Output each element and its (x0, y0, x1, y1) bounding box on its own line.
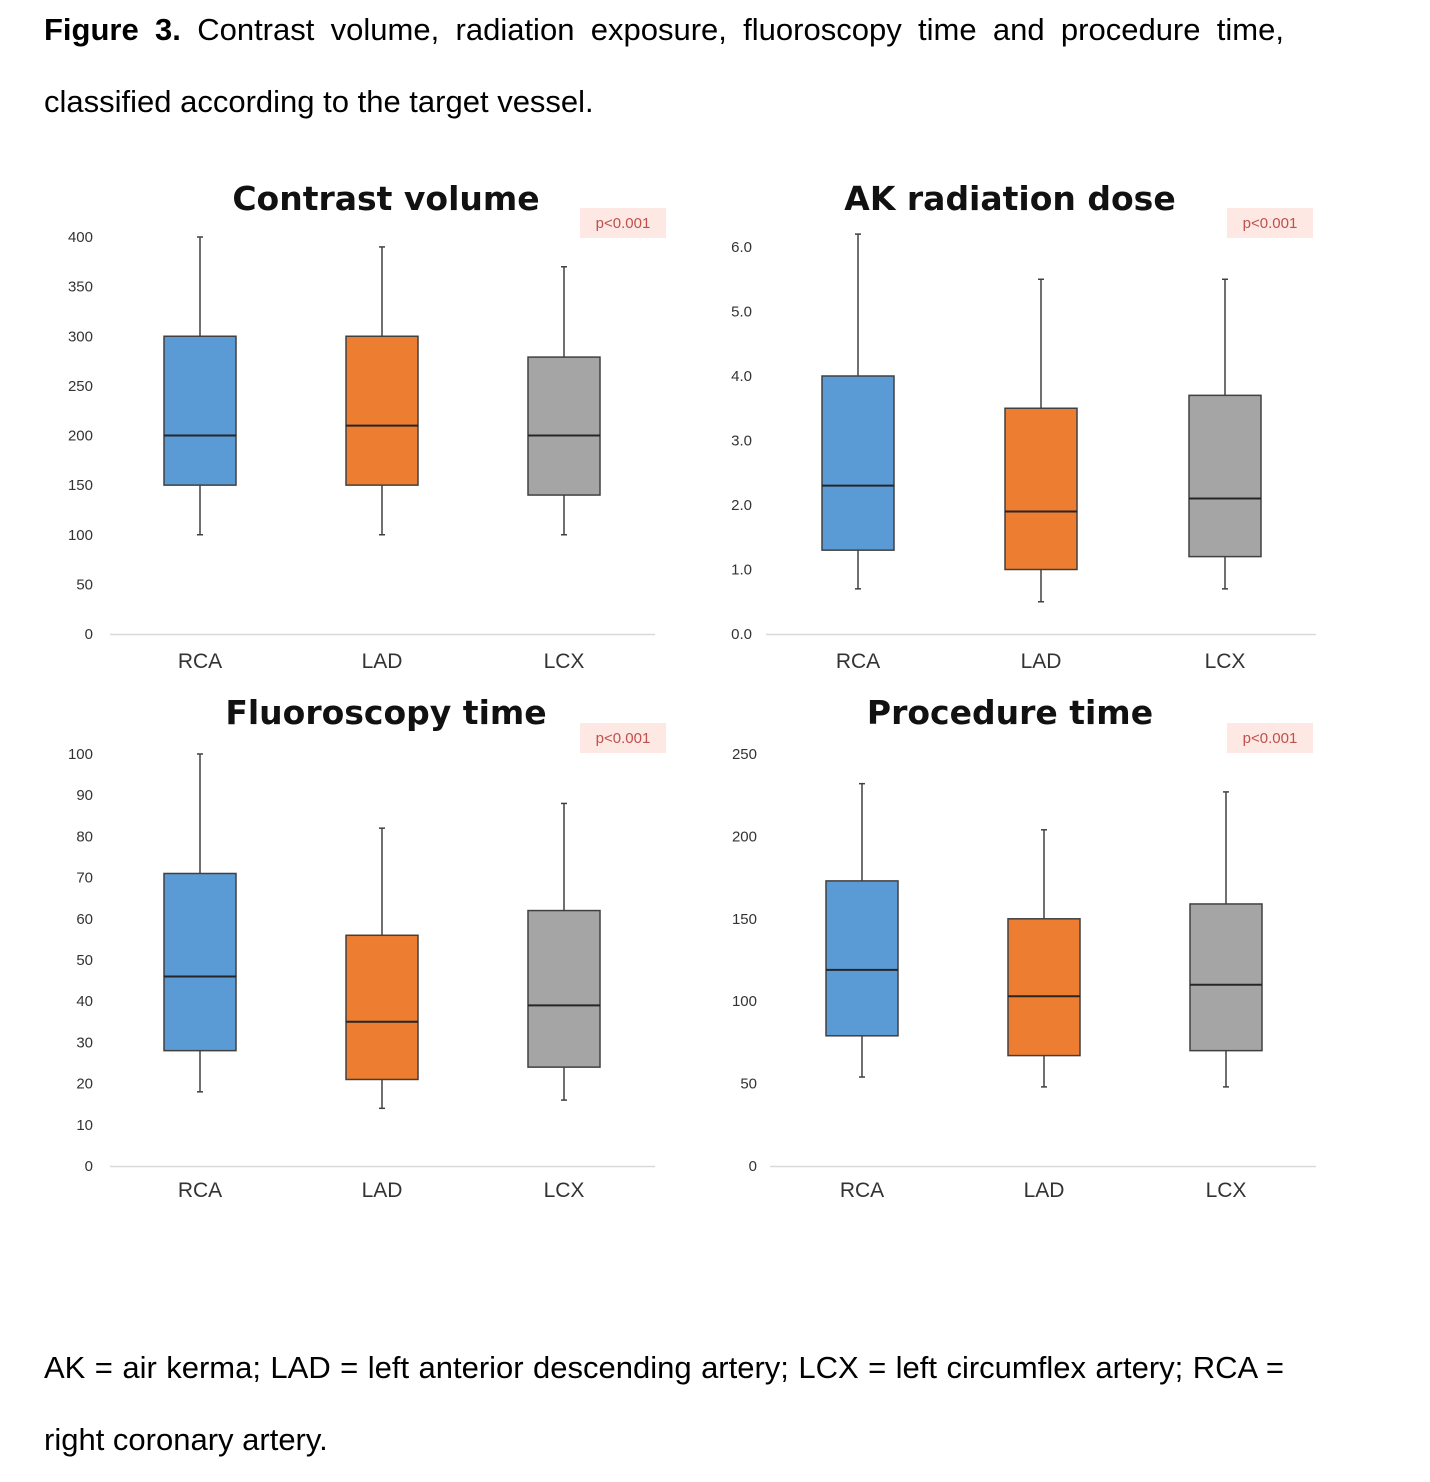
y-tick-label: 350 (68, 279, 93, 296)
box-iqr (163, 872, 237, 1052)
chart-title: AK radiation dose (844, 179, 1175, 218)
box-rca (163, 236, 237, 536)
box-iqr (1189, 903, 1263, 1052)
p-value-label: p<0.001 (1243, 730, 1298, 747)
figure-footnote: AK = air kerma; LAD = left anterior desc… (44, 1350, 1284, 1457)
y-tick-label: 50 (76, 576, 93, 593)
y-tick-label: 0.0 (731, 626, 752, 643)
x-category-label: RCA (178, 650, 222, 673)
y-tick-label: 100 (68, 527, 93, 544)
y-tick-label: 0 (85, 626, 93, 643)
box-iqr (345, 934, 419, 1081)
y-tick-label: 4.0 (731, 368, 752, 385)
figure-caption-text: Contrast volume, radiation exposure, flu… (44, 12, 1284, 119)
x-category-label: RCA (840, 1179, 884, 1202)
y-tick-label: 1.0 (731, 562, 752, 579)
x-category-label: LAD (1024, 1179, 1065, 1202)
y-tick-label: 0 (749, 1158, 757, 1175)
boxplot-chart-3: Fluoroscopy time p<0.001 0 10 20 30 40 50 60 70 80… (68, 693, 666, 1202)
y-tick-label: 100 (732, 993, 757, 1010)
figure-caption: Figure 3. Contrast volume, radiation exp… (44, 0, 1284, 138)
box-lcx (527, 266, 601, 536)
box-lcx (527, 802, 601, 1101)
y-tick-label: 300 (68, 328, 93, 345)
p-value-badge (1227, 208, 1313, 238)
y-tick-label: 10 (76, 1117, 93, 1134)
y-tick-label: 60 (76, 911, 93, 928)
figure-label: Figure 3. (44, 12, 181, 47)
box-iqr (527, 909, 601, 1068)
p-value-badge (580, 723, 666, 753)
box-iqr (1004, 407, 1078, 571)
p-value-badge (580, 208, 666, 238)
box-rca (821, 233, 895, 590)
y-tick-label: 20 (76, 1076, 93, 1093)
x-category-label: LCX (1206, 1179, 1247, 1202)
box-lad (1004, 278, 1078, 603)
box-rca (825, 782, 899, 1078)
chart-title: Contrast volume (232, 179, 539, 218)
y-tick-label: 2.0 (731, 497, 752, 514)
y-tick-label: 30 (76, 1034, 93, 1051)
box-iqr (1007, 918, 1081, 1057)
box-rca (163, 753, 237, 1093)
x-category-label: LAD (1021, 650, 1062, 673)
box-iqr (527, 356, 601, 496)
y-tick-label: 200 (732, 828, 757, 845)
box-iqr (345, 335, 419, 486)
x-category-label: LCX (1205, 650, 1246, 673)
y-tick-label: 5.0 (731, 304, 752, 321)
x-category-label: RCA (178, 1179, 222, 1202)
p-value-label: p<0.001 (596, 215, 651, 232)
chart-title: Procedure time (867, 693, 1153, 732)
p-value-badge (1227, 723, 1313, 753)
x-category-label: RCA (836, 650, 880, 673)
boxplot-chart-4: Procedure time p<0.001 0 50 100 150 200 250 RCA L… (732, 693, 1316, 1202)
box-lad (345, 827, 419, 1110)
y-tick-label: 40 (76, 993, 93, 1010)
p-value-label: p<0.001 (596, 730, 651, 747)
box-iqr (821, 375, 895, 551)
box-lad (1007, 829, 1081, 1088)
y-tick-label: 80 (76, 828, 93, 845)
chart-title: Fluoroscopy time (225, 693, 546, 732)
y-tick-label: 150 (68, 477, 93, 494)
y-tick-label: 200 (68, 428, 93, 445)
y-tick-label: 6.0 (731, 239, 752, 256)
box-lcx (1189, 791, 1263, 1088)
boxplot-chart-1: Contrast volume p<0.001 0 50 100 150 200 250 300… (68, 179, 666, 673)
x-category-label: LCX (544, 650, 585, 673)
boxplot-chart-2: AK radiation dose p<0.001 0.0 1.0 2.0 3.0 4.0 5… (731, 179, 1316, 673)
box-iqr (1188, 394, 1262, 558)
y-tick-label: 100 (68, 746, 93, 763)
y-tick-label: 0 (85, 1158, 93, 1175)
y-tick-label: 400 (68, 229, 93, 246)
y-tick-label: 250 (732, 746, 757, 763)
box-iqr (163, 335, 237, 486)
box-lcx (1188, 278, 1262, 590)
y-tick-label: 70 (76, 870, 93, 887)
y-tick-label: 250 (68, 378, 93, 395)
y-tick-label: 90 (76, 787, 93, 804)
y-tick-label: 50 (76, 952, 93, 969)
box-lad (345, 246, 419, 536)
y-tick-label: 150 (732, 911, 757, 928)
x-category-label: LAD (362, 650, 403, 673)
x-category-label: LAD (362, 1179, 403, 1202)
p-value-label: p<0.001 (1243, 215, 1298, 232)
x-category-label: LCX (544, 1179, 585, 1202)
y-tick-label: 3.0 (731, 433, 752, 450)
y-tick-label: 50 (740, 1076, 757, 1093)
box-iqr (825, 880, 899, 1037)
